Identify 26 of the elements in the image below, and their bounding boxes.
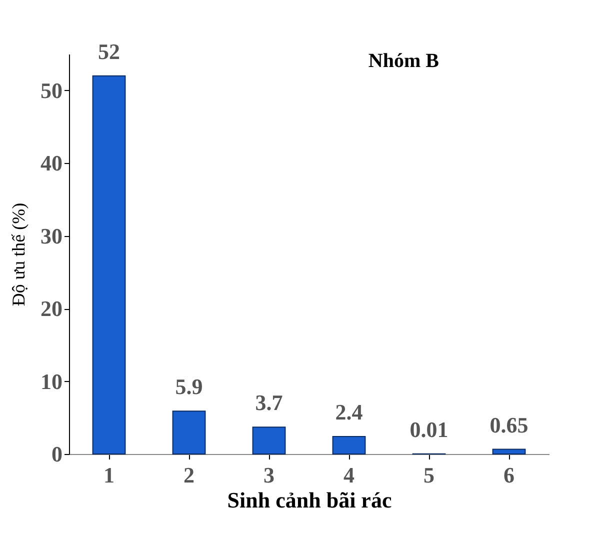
data-label: 2.4 [335,400,363,425]
x-tick-label: 1 [104,462,114,488]
data-label: 0.01 [410,416,448,442]
bar [92,75,126,454]
data-label: 52 [98,38,120,64]
bar [252,426,286,454]
x-tick-label: 3 [264,462,274,488]
chart-title: Nhóm B [368,50,439,72]
y-tick-label: 20 [40,296,62,322]
data-label: 3.7 [255,390,283,416]
data-label: 5.9 [175,374,203,400]
y-tick-label: 0 [52,442,62,466]
x-tick-label: 2 [184,462,194,488]
y-tick-label: 10 [40,368,62,394]
bar [492,448,526,454]
y-tick-label: 50 [40,78,62,103]
x-tick-label: 4 [344,462,354,488]
x-tick-label: 6 [504,462,514,488]
x-axis-title: Sinh cảnh bãi rác [227,488,392,512]
bar [172,410,206,454]
y-tick-label: 40 [40,150,62,176]
bar [332,436,366,454]
data-label: 0.65 [490,412,528,438]
y-tick-label: 30 [40,223,62,248]
y-axis-title: Độ ưu thế (%) [8,202,28,306]
x-tick-label: 5 [424,462,434,488]
